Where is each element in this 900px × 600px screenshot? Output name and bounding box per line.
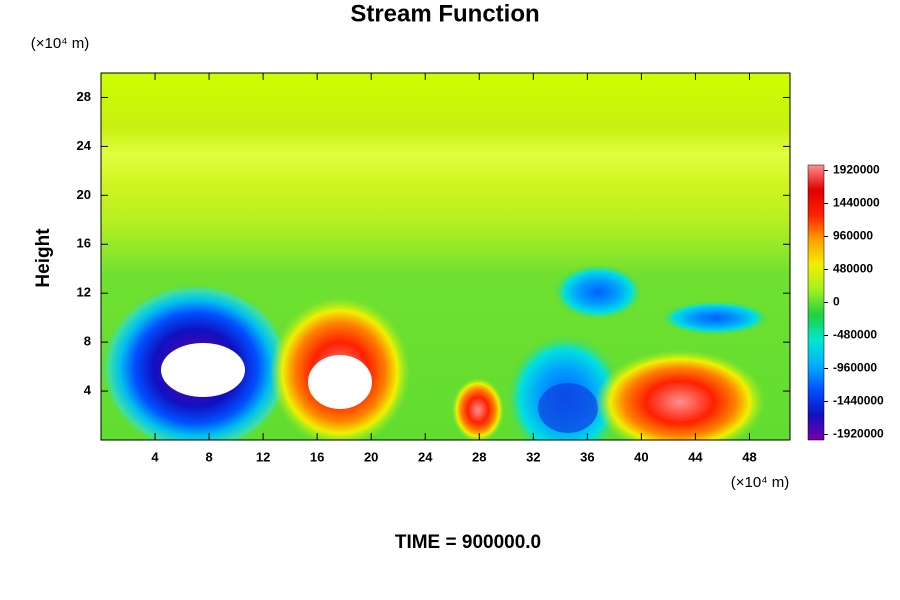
x-tick-label: 40 bbox=[634, 449, 648, 464]
chart-title: Stream Function bbox=[350, 0, 539, 27]
footer: TIME = 900000.0 bbox=[395, 532, 541, 553]
colorbar-label: -1440000 bbox=[833, 394, 884, 408]
colorbar-label: 960000 bbox=[833, 229, 873, 243]
y-tick-label: 8 bbox=[84, 334, 91, 349]
x-tick-label: 24 bbox=[418, 449, 433, 464]
field bbox=[101, 73, 790, 440]
y-unit: (×10⁴ m) bbox=[31, 35, 90, 52]
plot-frame bbox=[100, 72, 791, 441]
x-tick-label: 16 bbox=[310, 449, 324, 464]
x-tick-label: 12 bbox=[256, 449, 270, 464]
colorbar bbox=[807, 164, 825, 441]
y-tick-label: 28 bbox=[77, 89, 91, 104]
colorbar-label: 0 bbox=[833, 295, 840, 309]
y-tick-label: 24 bbox=[77, 138, 92, 153]
y-tick-label: 12 bbox=[77, 285, 91, 300]
colorbar-label: 1440000 bbox=[833, 196, 880, 210]
x-tick-label: 44 bbox=[688, 449, 703, 464]
x-tick-label: 36 bbox=[580, 449, 594, 464]
y-tick-label: 16 bbox=[77, 236, 91, 251]
x-unit: (×10⁴ m) bbox=[731, 474, 790, 491]
y-label: Height bbox=[33, 228, 54, 288]
y-tick-label: 20 bbox=[77, 187, 91, 202]
x-tick-label: 32 bbox=[526, 449, 540, 464]
x-tick-label: 8 bbox=[205, 449, 212, 464]
x-tick-label: 48 bbox=[742, 449, 756, 464]
colorbar-label: -960000 bbox=[833, 361, 877, 375]
y-tick-label: 4 bbox=[84, 383, 92, 398]
x-tick-label: 20 bbox=[364, 449, 378, 464]
x-tick-label: 4 bbox=[151, 449, 159, 464]
colorbar-label: -480000 bbox=[833, 328, 877, 342]
colorbar-label: -1920000 bbox=[833, 427, 884, 441]
colorbar-label: 1920000 bbox=[833, 163, 880, 177]
colorbar-label: 480000 bbox=[833, 262, 873, 276]
x-tick-label: 28 bbox=[472, 449, 486, 464]
